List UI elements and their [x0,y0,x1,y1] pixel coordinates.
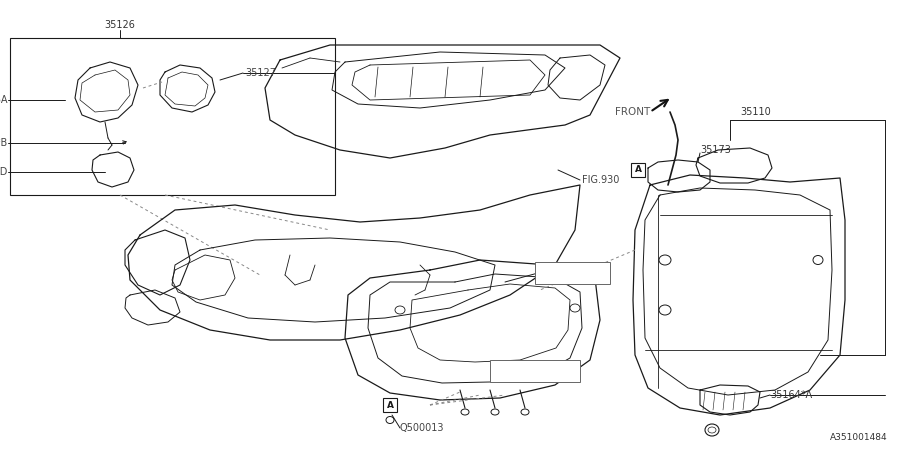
Text: 35180: 35180 [537,268,568,278]
Text: W130092: W130092 [492,366,538,376]
Bar [10,38,335,195]
Text: 35181D: 35181D [0,167,8,177]
Text: A351001484: A351001484 [831,433,888,442]
Text: 35126A: 35126A [0,95,8,105]
Bar [535,262,610,284]
Text: 35110: 35110 [740,107,770,117]
Text: A: A [634,166,642,175]
Text: 35173: 35173 [700,145,731,155]
Text: Q500013: Q500013 [400,423,445,433]
Text: 35164*B: 35164*B [0,138,8,148]
Bar [631,163,645,177]
Text: 35127: 35127 [245,68,276,78]
Text: FRONT: FRONT [615,107,650,117]
Text: 35164*A: 35164*A [770,390,812,400]
Text: 35126: 35126 [104,20,135,30]
Text: A: A [386,400,393,410]
Bar [383,398,397,412]
Text: FIG.930: FIG.930 [582,175,619,185]
Bar [490,360,580,382]
